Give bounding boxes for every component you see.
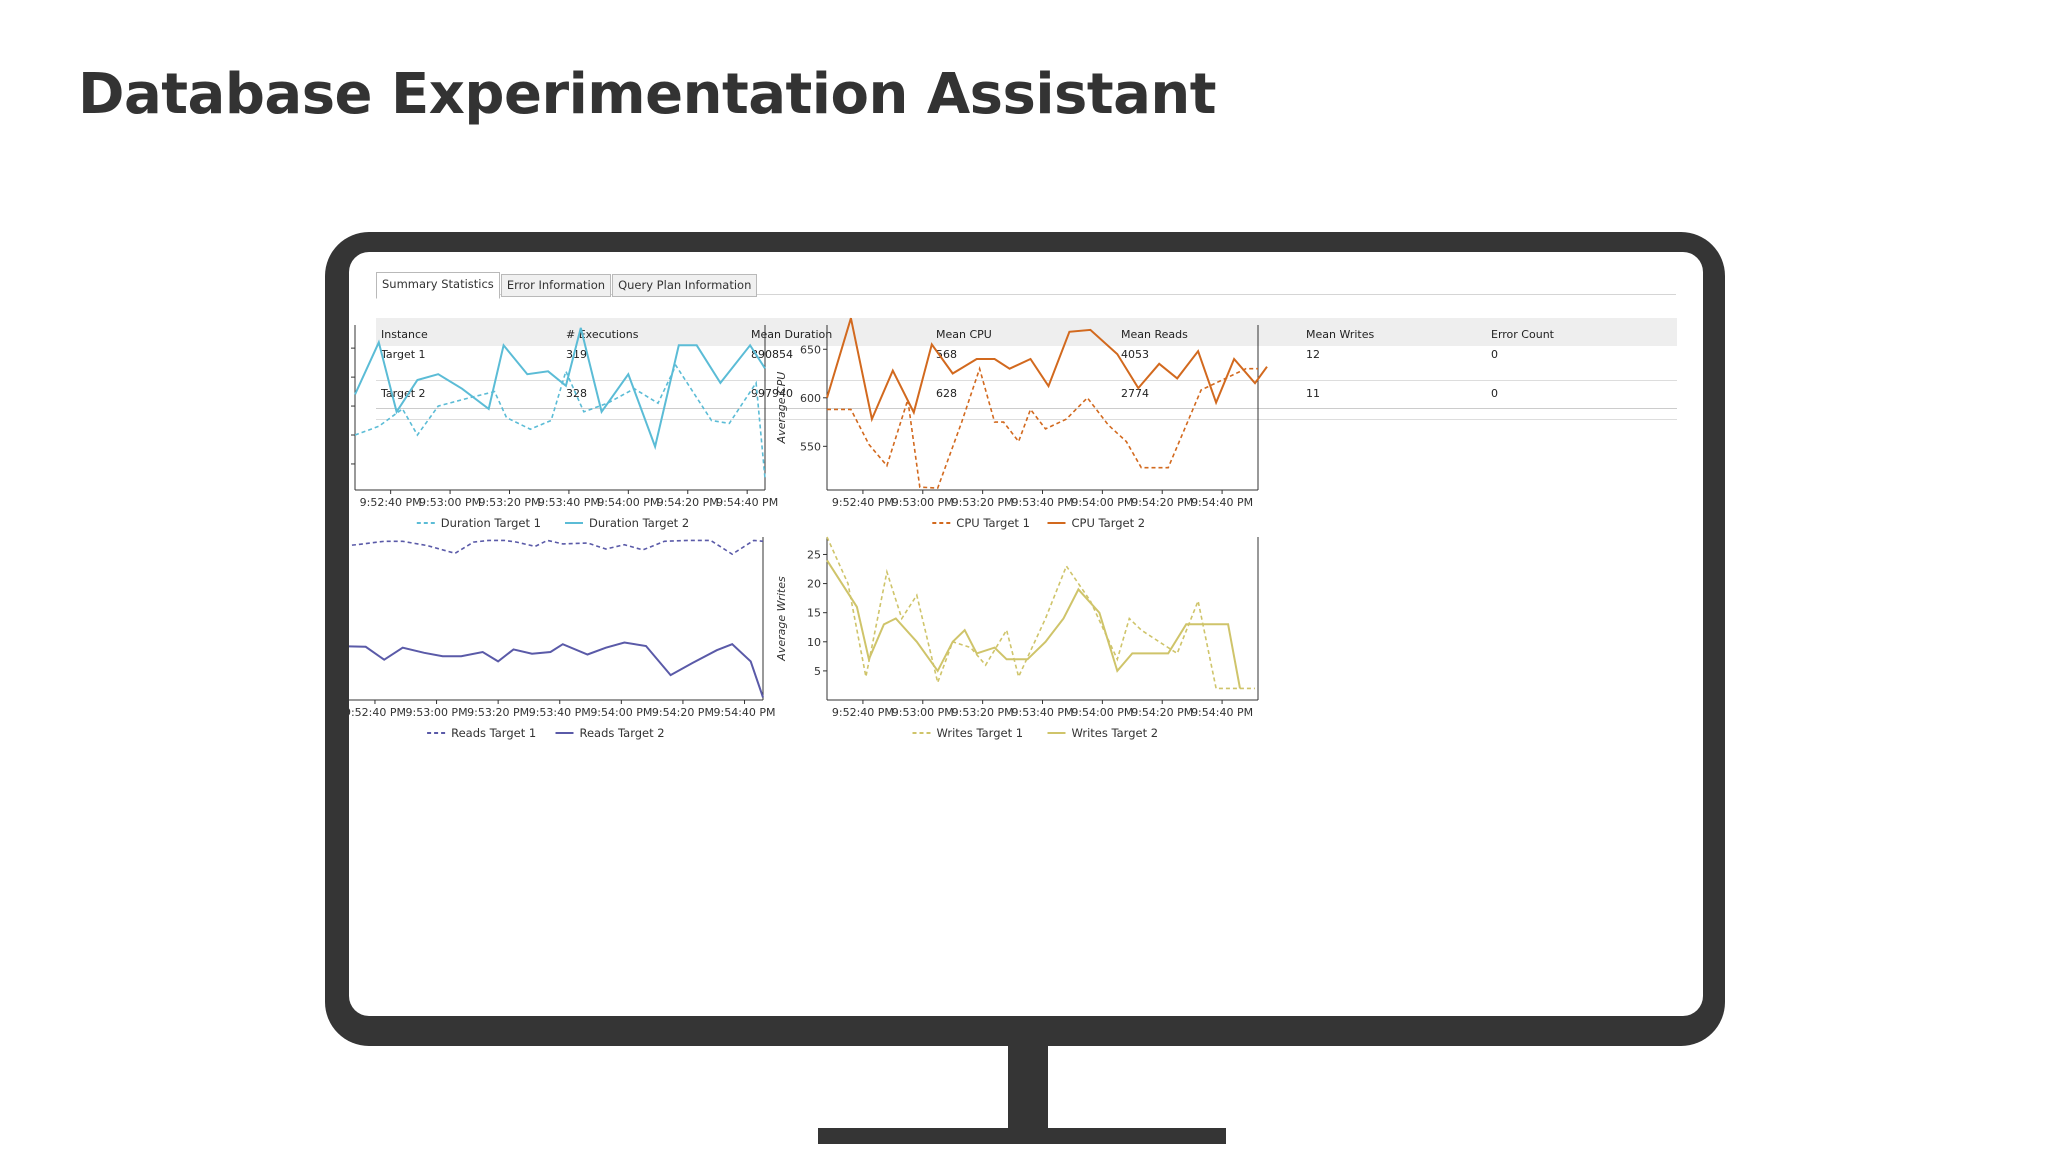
x-tick-label: 9:53:20 PM <box>952 496 1014 509</box>
tab-query-plan-information[interactable]: Query Plan Information <box>612 274 758 297</box>
tab-strip: Summary Statistics Error Information Que… <box>376 272 1676 299</box>
table-separator <box>376 408 1677 409</box>
y-tick-label: 10 <box>807 636 821 649</box>
x-tick-label: 9:52:40 PM <box>832 496 894 509</box>
x-tick-label: 9:52:40 PM <box>349 706 406 719</box>
chart-legend: Reads Target 1 Reads Target 2 <box>427 726 665 740</box>
chart-panel-3: 25003000350040009:52:40 PM9:53:00 PM9:53… <box>349 537 776 740</box>
column-header-mean-writes[interactable]: Mean Writes <box>1301 318 1486 346</box>
x-tick-label: 9:53:00 PM <box>406 706 468 719</box>
series-line-1 <box>827 365 1258 489</box>
table-row[interactable]: Target 1 319 890854 568 4053 12 0 <box>376 346 1677 381</box>
x-tick-label: 9:54:40 PM <box>714 706 776 719</box>
cell-mean-cpu: 568 <box>931 346 1116 381</box>
x-tick-label: 9:53:20 PM <box>467 706 529 719</box>
x-tick-label: 9:54:20 PM <box>1131 496 1193 509</box>
y-tick-label: 650 <box>800 343 821 356</box>
series-line-1 <box>354 363 766 479</box>
legend-entry: Writes Target 1 <box>937 726 1024 740</box>
tab-error-information[interactable]: Error Information <box>500 274 612 297</box>
series-line-2 <box>826 559 1241 689</box>
series-line-1 <box>349 539 764 556</box>
legend-entry: Duration Target 2 <box>589 516 689 530</box>
page-title: Database Experimentation Assistant <box>78 62 1217 127</box>
column-header-instance[interactable]: Instance <box>376 318 561 346</box>
y-tick-label: 550 <box>800 440 821 453</box>
chart-legend: CPU Target 1 CPU Target 2 <box>932 516 1145 530</box>
x-tick-label: 9:53:20 PM <box>478 496 540 509</box>
legend-entry: Reads Target 1 <box>451 726 536 740</box>
legend-entry: CPU Target 1 <box>956 516 1030 530</box>
x-tick-label: 9:54:20 PM <box>652 706 714 719</box>
column-header-error-count[interactable]: Error Count <box>1486 318 1677 346</box>
y-tick-label: 600 <box>800 392 821 405</box>
chart-legend: Writes Target 1 Writes Target 2 <box>912 726 1159 740</box>
x-tick-label: 9:54:40 PM <box>1191 496 1253 509</box>
cell-instance: Target 1 <box>376 346 561 381</box>
x-tick-label: 9:53:00 PM <box>419 496 481 509</box>
series-line-2 <box>354 327 766 451</box>
chart-panel-1: 700000800000900000100000011000009:52:40 … <box>351 325 778 530</box>
x-tick-label: 9:53:40 PM <box>1011 706 1073 719</box>
x-tick-label: 9:54:40 PM <box>716 496 778 509</box>
y-axis-label: Average Writes <box>775 576 788 662</box>
x-tick-label: 9:54:00 PM <box>1071 706 1133 719</box>
cell-error-count: 0 <box>1486 380 1677 420</box>
cell-mean-reads: 4053 <box>1116 346 1301 381</box>
legend-entry: Reads Target 2 <box>580 726 665 740</box>
x-tick-label: 9:53:00 PM <box>892 496 954 509</box>
cell-error-count: 0 <box>1486 346 1677 381</box>
chart-legend: Duration Target 1 Duration Target 2 <box>416 516 689 530</box>
x-tick-label: 9:53:40 PM <box>1011 496 1073 509</box>
x-tick-label: 9:52:40 PM <box>360 496 422 509</box>
x-tick-label: 9:53:20 PM <box>952 706 1014 719</box>
x-tick-label: 9:54:00 PM <box>1071 496 1133 509</box>
cell-instance: Target 2 <box>376 380 561 420</box>
app-screen: Summary Statistics Error Information Que… <box>349 252 1703 1016</box>
x-tick-label: 9:53:40 PM <box>538 496 600 509</box>
charts-area: 700000800000900000100000011000009:52:40 … <box>349 317 1268 740</box>
tab-summary-statistics[interactable]: Summary Statistics <box>376 272 500 299</box>
cell-mean-writes: 12 <box>1301 346 1486 381</box>
column-header-mean-reads[interactable]: Mean Reads <box>1116 318 1301 346</box>
x-tick-label: 9:54:20 PM <box>657 496 719 509</box>
summary-statistics-table: Instance # Executions Mean Duration Mean… <box>376 318 1677 420</box>
x-tick-label: 9:54:00 PM <box>590 706 652 719</box>
x-tick-label: 9:53:00 PM <box>892 706 954 719</box>
y-tick-label: 15 <box>807 607 821 620</box>
legend-entry: Writes Target 2 <box>1072 726 1159 740</box>
x-tick-label: 9:54:00 PM <box>597 496 659 509</box>
y-tick-label: 5 <box>814 665 821 678</box>
x-tick-label: 9:54:40 PM <box>1191 706 1253 719</box>
y-tick-label: 25 <box>807 548 821 561</box>
monitor-stand-foot <box>818 1128 1226 1144</box>
monitor-stand-neck <box>1008 1044 1048 1132</box>
x-tick-label: 9:54:20 PM <box>1131 706 1193 719</box>
column-header-mean-duration[interactable]: Mean Duration <box>746 318 931 346</box>
legend-entry: CPU Target 2 <box>1072 516 1146 530</box>
cell-mean-duration: 890854 <box>746 346 931 381</box>
column-header-mean-cpu[interactable]: Mean CPU <box>931 318 1116 346</box>
series-line-2 <box>349 641 764 698</box>
table-header-row: Instance # Executions Mean Duration Mean… <box>376 318 1677 346</box>
cell-mean-writes: 11 <box>1301 380 1486 420</box>
series-line-1 <box>826 536 1255 690</box>
legend-entry: Duration Target 1 <box>441 516 541 530</box>
column-header-executions[interactable]: # Executions <box>561 318 746 346</box>
y-tick-label: 20 <box>807 578 821 591</box>
x-tick-label: 9:53:40 PM <box>529 706 591 719</box>
series-line-2 <box>826 317 1268 423</box>
cell-mean-reads: 2774 <box>1116 380 1301 420</box>
y-axis-label: Average CPU <box>775 372 788 445</box>
x-tick-label: 9:52:40 PM <box>832 706 894 719</box>
